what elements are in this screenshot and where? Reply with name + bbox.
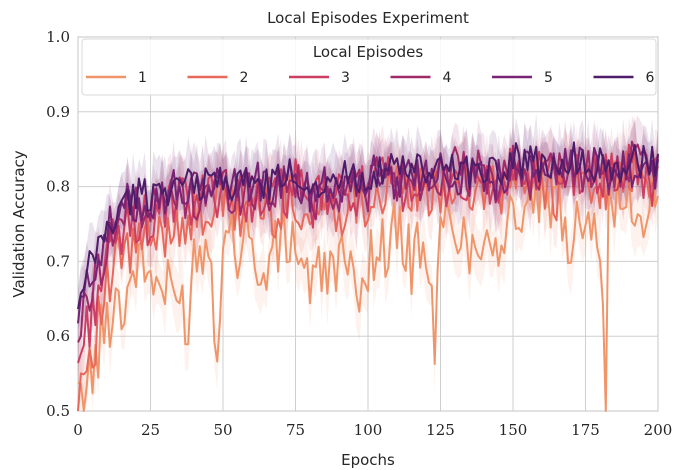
y-tick-label: 0.8 [46, 178, 70, 196]
series-lines [77, 140, 659, 412]
y-axis-label: Validation Accuracy [10, 150, 28, 297]
legend-label-5: 5 [544, 70, 553, 86]
x-tick-label: 175 [571, 421, 600, 439]
legend: Local Episodes 1 2 3 4 5 6 [81, 38, 657, 96]
x-axis-label: Epochs [341, 451, 395, 469]
legend-label-3: 3 [341, 70, 350, 86]
confidence-band-1 [78, 128, 658, 412]
y-axis-ticks: 0.5 0.6 0.7 0.8 0.9 1.0 [46, 28, 70, 420]
x-tick-label: 150 [499, 421, 528, 439]
x-tick-label: 50 [213, 421, 232, 439]
confidence-band-5 [78, 118, 658, 355]
legend-title: Local Episodes [313, 43, 424, 61]
confidence-band-4 [78, 113, 658, 376]
y-tick-label: 0.5 [46, 402, 70, 420]
y-tick-label: 1.0 [46, 28, 70, 46]
x-tick-label: 25 [141, 421, 160, 439]
legend-box [81, 38, 657, 96]
series-line-6 [77, 141, 659, 310]
series-line-1 [77, 159, 659, 412]
y-tick-label: 0.9 [46, 103, 70, 121]
x-axis-ticks: 0 25 50 75 100 125 150 175 200 [73, 421, 672, 439]
x-tick-label: 125 [426, 421, 455, 439]
confidence-band-2 [78, 118, 658, 412]
x-tick-label: 100 [354, 421, 383, 439]
legend-label-6: 6 [646, 70, 655, 86]
legend-label-1: 1 [138, 70, 147, 86]
chart-title: Local Episodes Experiment [267, 9, 469, 27]
x-tick-label: 200 [644, 421, 673, 439]
y-tick-label: 0.6 [46, 327, 70, 345]
legend-label-4: 4 [443, 70, 452, 86]
legend-items: 1 2 3 4 5 6 [86, 70, 655, 86]
series-line-3 [77, 143, 659, 364]
x-tick-label: 75 [286, 421, 305, 439]
legend-label-2: 2 [240, 70, 249, 86]
y-tick-label: 0.7 [46, 252, 70, 270]
x-tick-label: 0 [73, 421, 83, 439]
